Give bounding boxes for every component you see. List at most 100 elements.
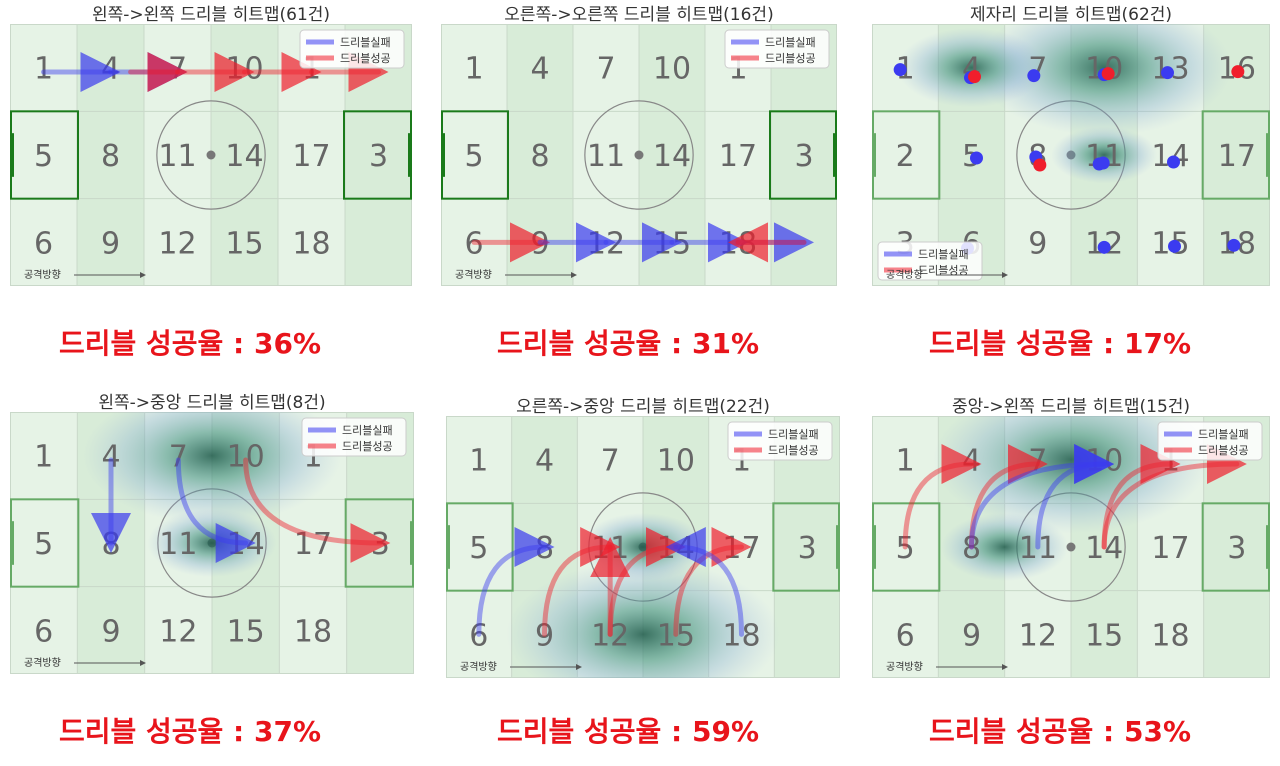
heatmap-panel: 왼쪽->왼쪽 드리블 히트맵(61건) 1 4 7 10 1 5 8 11 14 17 3 6 9 12 15…: [10, 0, 412, 288]
heatmap-panel: 제자리 드리블 히트맵(62건)147101316258111417369121…: [872, 0, 1270, 288]
direction-label: 공격방향: [455, 268, 492, 281]
panel-title: 오른쪽->중앙 드리블 히트맵(22건): [516, 397, 770, 417]
zone-number: 12: [159, 614, 197, 649]
pitch-stripe: [446, 416, 512, 678]
zone-number: 3: [369, 139, 388, 174]
pitch-stripe: [441, 24, 507, 286]
zone-number: 8: [101, 139, 120, 174]
heatmap-panel: 중앙->왼쪽 드리블 히트맵(15건) 1 4 7 10 1 5 8 11 14 17 3 6 9 12 15…: [872, 392, 1270, 680]
zone-number: 4: [530, 52, 549, 87]
zone-number: 4: [101, 52, 120, 87]
legend-success-label: 드리블성공: [342, 440, 393, 453]
zone-number: 9: [101, 614, 120, 649]
dribble-point: [1033, 158, 1047, 172]
zone-number: 17: [1151, 531, 1189, 566]
zone-number: 5: [34, 139, 53, 174]
heatmap-panel: 오른쪽->오른쪽 드리블 히트맵(16건) 1 4 7 10 1 5 8 11 14 17 3 6 9 12…: [441, 0, 837, 288]
dribble-point: [1231, 65, 1245, 79]
panel-title: 오른쪽->오른쪽 드리블 히트맵(16건): [504, 5, 774, 25]
zone-number: 9: [962, 618, 981, 653]
panel-title: 중앙->왼쪽 드리블 히트맵(15건): [951, 397, 1191, 417]
zone-number: 17: [1218, 139, 1256, 174]
dribble-point: [1096, 156, 1110, 170]
dribble-arrow: [1101, 444, 1247, 550]
zone-number: 8: [530, 139, 549, 174]
zone-number: 18: [294, 614, 332, 649]
legend-fail-label: 드리블실패: [340, 36, 391, 49]
heat-blob: [1051, 126, 1158, 184]
direction-arrow-head: [576, 664, 582, 670]
direction-arrow-head: [1002, 664, 1008, 670]
dribble-point: [968, 70, 981, 84]
dribble-arrow: [673, 527, 752, 637]
heat-blob: [506, 560, 780, 678]
direction-arrow-head: [140, 660, 146, 666]
zone-number: 4: [962, 444, 981, 479]
zone-number: 7: [169, 440, 188, 475]
zone-number: 2: [896, 139, 915, 174]
zone-number: 1: [34, 440, 53, 475]
zone-number: 3: [798, 531, 817, 566]
dribble-arrow: [1101, 444, 1181, 550]
legend-success-label: 드리블성공: [765, 52, 816, 65]
zone-number: 14: [225, 139, 263, 174]
zone-number: 8: [962, 531, 981, 566]
zone-number: 11: [158, 139, 196, 174]
zone-number: 17: [292, 139, 330, 174]
legend-fail-label: 드리블실패: [342, 424, 393, 437]
dribble-point: [1168, 239, 1181, 253]
success-rate: 드리블 성공율 : 36%: [58, 327, 322, 360]
pitch: 147101316258111417369121518드리블실패드리블성공공격방…: [872, 24, 1270, 286]
dribble-arrow: [243, 457, 391, 563]
zone-number: 10: [1085, 444, 1123, 479]
legend-success-label: 드리블성공: [340, 52, 391, 65]
zone-number: 6: [896, 618, 915, 653]
heat-blob: [82, 412, 342, 524]
dribble-arrow: [607, 527, 686, 637]
zone-number: 5: [896, 531, 915, 566]
zone-number: 6: [34, 226, 53, 261]
pitch-stripe: [10, 24, 77, 286]
zone-number: 12: [1019, 618, 1057, 653]
heat-blob: [897, 27, 1046, 108]
success-rate: 드리블 성공율 : 37%: [58, 715, 322, 748]
zone-number: 9: [101, 226, 120, 261]
panel-title: 왼쪽->왼쪽 드리블 히트맵(61건): [91, 5, 331, 25]
zone-number: 17: [719, 139, 757, 174]
zone-number: 6: [34, 614, 53, 649]
zone-number: 18: [292, 226, 330, 261]
heat-blob: [933, 416, 1209, 534]
zone-number: 15: [657, 618, 695, 653]
dribble-point: [1027, 69, 1041, 83]
direction-arrow-head: [140, 272, 146, 278]
dribble-arrow: [665, 527, 744, 637]
success-rate: 드리블 성공율 : 31%: [496, 327, 760, 360]
zone-number: 1: [469, 444, 488, 479]
success-rate: 드리블 성공율 : 59%: [496, 715, 760, 748]
zone-number: 14: [1085, 531, 1123, 566]
zone-number: 7: [601, 444, 620, 479]
zone-number: 7: [596, 52, 615, 87]
direction-label: 공격방향: [24, 268, 61, 281]
heat-blob: [940, 512, 1069, 582]
zone-number: 12: [158, 226, 196, 261]
zone-number: 15: [1085, 618, 1123, 653]
zone-number: 10: [657, 444, 695, 479]
pitch-stripe: [872, 416, 939, 678]
dribble-arrow: [476, 527, 555, 637]
heatmap-panel: 왼쪽->중앙 드리블 히트맵(8건) 1 4 7 10 1 5 8 11 14 17 3 6 9 12 15 1…: [10, 388, 414, 676]
dribble-arrow: [175, 457, 256, 563]
zone-number: 17: [294, 527, 332, 562]
legend-fail-label: 드리블실패: [1198, 428, 1249, 441]
dribble-arrow: [969, 444, 1048, 550]
legend-fail-label: 드리블실패: [765, 36, 816, 49]
